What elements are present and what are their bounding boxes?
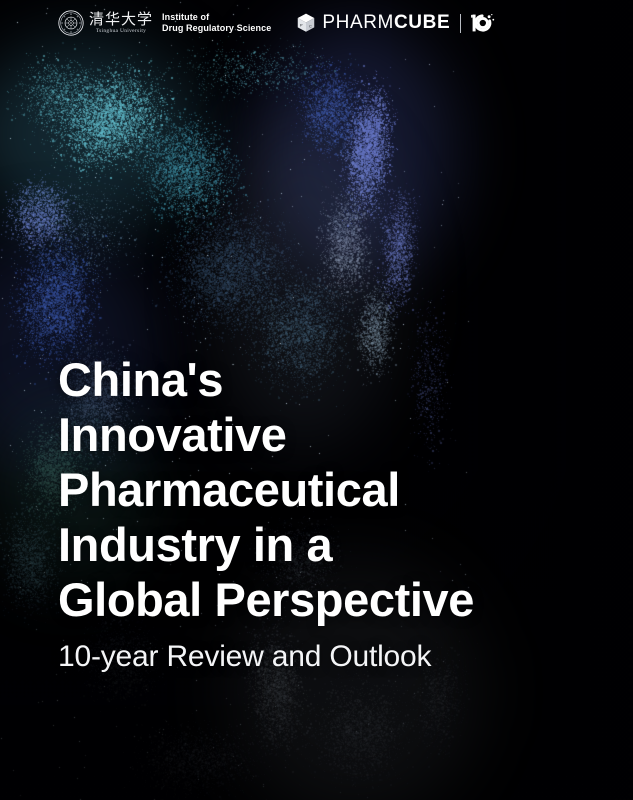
tsinghua-logo: 清华大学 Tsinghua University Institute of Dr…	[58, 8, 271, 38]
pharmcube-word-bold: CUBE	[393, 12, 451, 33]
institute-line-2: Drug Regulatory Science	[162, 23, 272, 33]
pharmcube-logo: P C PHARMCUBE	[295, 8, 504, 38]
tsinghua-wordmark: 清华大学 Tsinghua University	[89, 9, 153, 37]
title-line: Pharmaceutical	[58, 463, 400, 516]
pharmcube-separator	[460, 13, 462, 33]
svg-text:P: P	[300, 24, 303, 28]
anniversary-badge	[470, 11, 504, 35]
svg-text:C: C	[309, 25, 312, 29]
cover-title: China's Innovative Pharmaceutical Indust…	[58, 352, 578, 627]
institute-line-1: Institute of	[162, 11, 210, 22]
logo-divider	[157, 12, 158, 34]
tsinghua-chinese-name: 清华大学	[89, 10, 154, 28]
institute-name: Institute of Drug Regulatory Science	[162, 12, 271, 35]
pharmcube-word-light: PHARM	[322, 12, 394, 33]
tsinghua-seal-icon	[58, 10, 84, 36]
title-line: Innovative	[58, 408, 287, 461]
logo-bar: 清华大学 Tsinghua University Institute of Dr…	[0, 0, 633, 46]
tsinghua-english-name: Tsinghua University	[95, 28, 147, 34]
anniversary-10-icon	[471, 13, 495, 32]
pharmcube-wordmark: PHARMCUBE	[322, 13, 450, 33]
pharmcube-cube-icon: P C	[298, 13, 315, 32]
title-line: Industry in a	[58, 518, 333, 571]
title-line: China's	[58, 353, 224, 406]
cover-subtitle: 10-year Review and Outlook	[58, 640, 432, 673]
title-line: Global Perspective	[58, 573, 474, 626]
